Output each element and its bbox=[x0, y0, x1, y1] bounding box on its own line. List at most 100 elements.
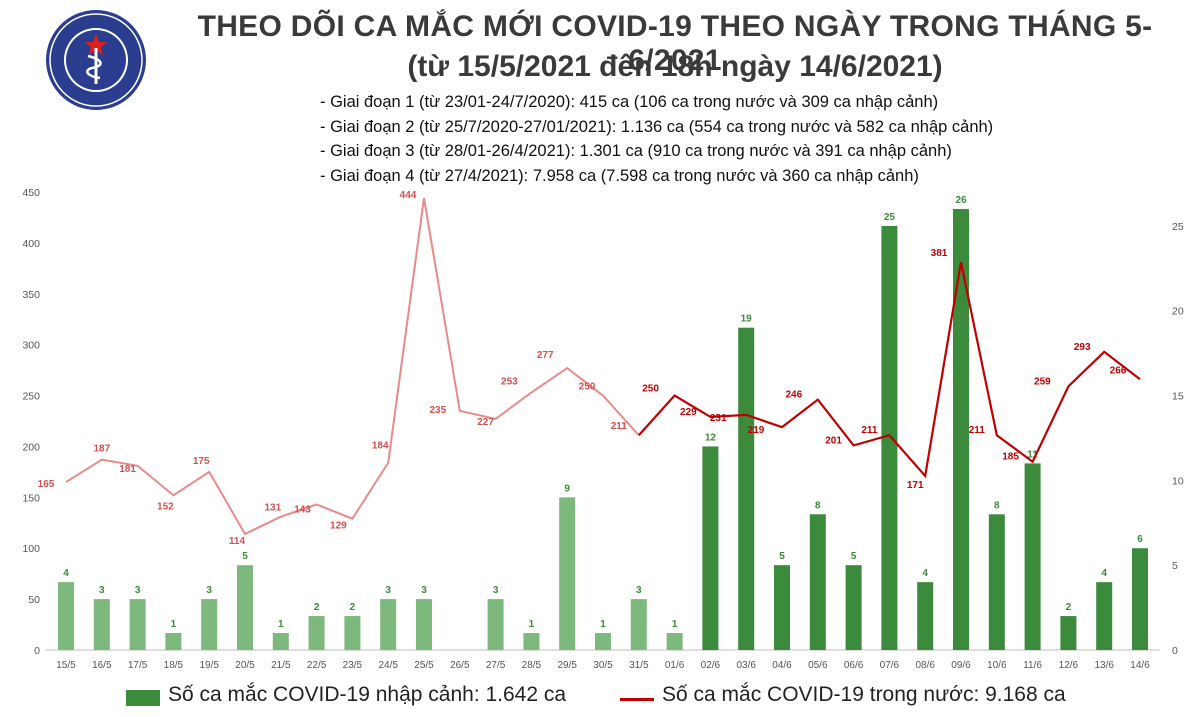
bar-imported-cases bbox=[774, 565, 790, 650]
phase-1-text: - Giai đoạn 1 (từ 23/01-24/7/2020): 415 … bbox=[320, 93, 939, 111]
legend-bar-swatch bbox=[126, 690, 160, 706]
x-tick-label: 08/6 bbox=[915, 660, 935, 671]
x-tick-label: 26/5 bbox=[450, 660, 470, 671]
x-tick-label: 20/5 bbox=[235, 660, 255, 671]
bar-imported-cases bbox=[380, 599, 397, 650]
legend-line-swatch bbox=[620, 698, 654, 701]
x-tick-label: 21/5 bbox=[271, 660, 291, 671]
y-left-tick-label: 250 bbox=[22, 391, 40, 403]
y-right-tick-label: 10 bbox=[1172, 475, 1184, 487]
bar-value-label: 4 bbox=[922, 568, 928, 579]
bar-imported-cases bbox=[881, 225, 898, 651]
line-value-label: 250 bbox=[579, 382, 596, 393]
domestic-cases-line-late bbox=[637, 262, 1141, 479]
y-left-tick-label: 0 bbox=[34, 645, 40, 657]
x-tick-label: 12/6 bbox=[1059, 660, 1079, 671]
legend-imported-cases: Số ca mắc COVID-19 nhập cảnh: 1.642 ca bbox=[168, 683, 567, 706]
x-tick-label: 11/6 bbox=[1023, 660, 1042, 671]
bar-imported-cases bbox=[630, 599, 647, 650]
y-right-tick-label: 25 bbox=[1172, 221, 1184, 233]
bar-value-label: 6 bbox=[1137, 534, 1143, 545]
y-right-tick-label: 0 bbox=[1172, 645, 1178, 657]
line-value-label: 131 bbox=[264, 503, 281, 514]
line-value-label: 184 bbox=[372, 441, 389, 452]
bar-value-label: 5 bbox=[242, 551, 248, 562]
bar-imported-cases bbox=[559, 497, 576, 650]
line-value-label: 250 bbox=[642, 384, 659, 395]
line-value-label: 211 bbox=[969, 425, 986, 436]
x-tick-label: 09/6 bbox=[951, 660, 971, 671]
line-value-label: 201 bbox=[825, 435, 842, 446]
bar-value-label: 8 bbox=[994, 500, 1000, 511]
line-value-label: 165 bbox=[38, 479, 55, 490]
bar-value-label: 3 bbox=[385, 585, 391, 596]
line-value-label: 266 bbox=[1110, 365, 1127, 376]
x-tick-label: 27/5 bbox=[486, 660, 506, 671]
bar-imported-cases bbox=[272, 633, 289, 650]
line-value-label: 231 bbox=[710, 413, 727, 424]
line-value-label: 211 bbox=[861, 425, 878, 436]
phase-2-text: - Giai đoạn 2 (từ 25/7/2020-27/01/2021):… bbox=[320, 117, 994, 136]
y-left-tick-label: 100 bbox=[22, 543, 40, 555]
bar-value-label: 5 bbox=[851, 551, 857, 562]
bar-imported-cases bbox=[129, 599, 146, 650]
x-tick-label: 31/5 bbox=[629, 660, 649, 671]
x-tick-label: 06/6 bbox=[844, 660, 864, 671]
bar-value-label: 8 bbox=[815, 500, 821, 511]
line-value-label: 227 bbox=[477, 417, 494, 428]
bar-value-label: 26 bbox=[955, 195, 967, 206]
line-value-label: 253 bbox=[501, 377, 518, 388]
bar-value-label: 2 bbox=[350, 602, 356, 613]
y-right-tick-label: 15 bbox=[1172, 391, 1184, 403]
y-right-tick-label: 5 bbox=[1172, 560, 1178, 572]
bar-value-label: 11 bbox=[1027, 449, 1038, 460]
bar-imported-cases bbox=[416, 599, 432, 650]
bar-value-label: 1 bbox=[278, 619, 284, 630]
y-right-tick-label: 20 bbox=[1172, 306, 1184, 318]
bar-value-label: 9 bbox=[564, 483, 570, 494]
x-tick-label: 01/6 bbox=[665, 660, 685, 671]
bar-imported-cases bbox=[487, 599, 504, 650]
x-tick-label: 18/5 bbox=[164, 660, 184, 671]
bar-imported-cases bbox=[1132, 548, 1148, 650]
line-value-label: 187 bbox=[93, 444, 110, 455]
line-value-label: 219 bbox=[748, 425, 765, 436]
x-tick-label: 14/6 bbox=[1130, 660, 1150, 671]
bar-value-label: 4 bbox=[1101, 568, 1107, 579]
bar-value-label: 19 bbox=[741, 314, 753, 325]
y-left-tick-label: 300 bbox=[22, 340, 40, 352]
bar-value-label: 3 bbox=[206, 585, 212, 596]
x-tick-label: 15/5 bbox=[56, 660, 76, 671]
bar-value-label: 1 bbox=[171, 619, 177, 630]
line-value-label: 129 bbox=[330, 521, 347, 532]
bar-imported-cases bbox=[344, 616, 361, 650]
chart-subtitle: (từ 15/5/2021 đến 18h ngày 14/6/2021) bbox=[407, 50, 943, 83]
bar-imported-cases bbox=[595, 633, 611, 650]
legend-domestic-cases: Số ca mắc COVID-19 trong nước: 9.168 ca bbox=[662, 683, 1066, 706]
y-left-tick-label: 400 bbox=[22, 238, 40, 250]
x-tick-label: 05/6 bbox=[808, 660, 828, 671]
bar-imported-cases bbox=[58, 582, 74, 650]
line-value-label: 171 bbox=[907, 480, 924, 491]
line-value-label: 181 bbox=[119, 464, 136, 475]
x-tick-label: 30/5 bbox=[593, 660, 613, 671]
phase-summary: - Giai đoạn 1 (từ 23/01-24/7/2020): 415 … bbox=[320, 90, 993, 188]
line-value-label: 175 bbox=[193, 456, 210, 467]
x-tick-label: 16/5 bbox=[92, 660, 112, 671]
line-value-label: 277 bbox=[537, 350, 554, 361]
x-tick-label: 25/5 bbox=[414, 660, 434, 671]
bar-value-label: 3 bbox=[493, 585, 499, 596]
chart-title: THEO DÕI CA MẮC MỚI COVID-19 THEO NGÀY T… bbox=[197, 10, 1153, 77]
line-value-label: 293 bbox=[1074, 342, 1091, 353]
bar-value-label: 2 bbox=[314, 602, 320, 613]
bar-value-label: 4 bbox=[63, 568, 69, 579]
bar-imported-cases bbox=[237, 565, 253, 650]
bar-imported-cases bbox=[308, 616, 325, 650]
x-tick-label: 19/5 bbox=[199, 660, 219, 671]
line-value-label: 185 bbox=[1002, 452, 1019, 463]
bar-imported-cases bbox=[1060, 616, 1077, 650]
x-tick-label: 07/6 bbox=[880, 660, 900, 671]
domestic-cases-line-early bbox=[65, 197, 640, 536]
line-value-label: 235 bbox=[429, 405, 446, 416]
